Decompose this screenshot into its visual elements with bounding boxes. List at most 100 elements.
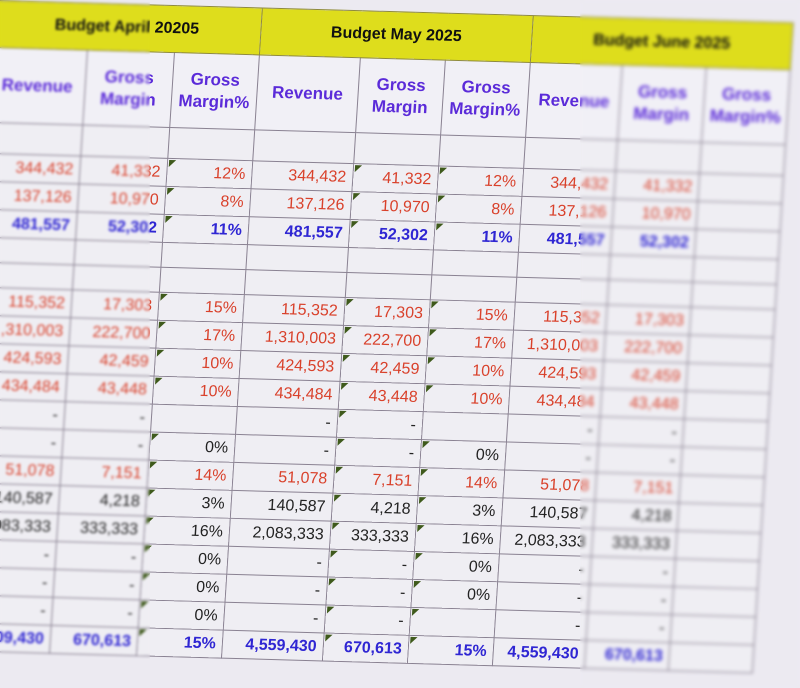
april-gross-margin-cell[interactable]: 333,333 bbox=[56, 513, 146, 544]
cell[interactable] bbox=[244, 269, 347, 298]
april-gross-margin-cell[interactable]: - bbox=[61, 429, 151, 461]
header-june-gross-margin[interactable]: Gross Margin bbox=[617, 65, 707, 143]
cell[interactable] bbox=[353, 132, 441, 166]
cell[interactable] bbox=[607, 279, 693, 308]
may-revenue-cell[interactable]: 115,352 bbox=[242, 294, 346, 326]
april-gross-margin-pct-cell[interactable]: 15% bbox=[136, 627, 224, 659]
cell[interactable] bbox=[0, 122, 83, 156]
may-gross-margin-cell[interactable]: 670,613 bbox=[322, 632, 410, 664]
june-revenue-cell[interactable]: 115,352 bbox=[513, 302, 608, 333]
cell[interactable] bbox=[515, 277, 609, 305]
june-revenue-cell[interactable]: 481,557 bbox=[518, 224, 612, 255]
june-gross-margin-pct-cell[interactable] bbox=[682, 418, 769, 450]
may-gross-margin-pct-cell[interactable]: 17% bbox=[426, 327, 514, 359]
june-gross-margin-cell[interactable]: - bbox=[589, 556, 676, 587]
budget-june-header[interactable]: Budget June 2025 bbox=[530, 15, 794, 70]
may-revenue-cell[interactable]: - bbox=[226, 546, 330, 578]
june-gross-margin-pct-cell[interactable] bbox=[696, 201, 782, 232]
april-gross-margin-pct-cell[interactable]: 0% bbox=[140, 571, 227, 603]
april-gross-margin-pct-cell[interactable]: 17% bbox=[155, 320, 243, 351]
april-gross-margin-pct-cell[interactable]: 0% bbox=[138, 599, 225, 631]
may-gross-margin-pct-cell[interactable] bbox=[409, 607, 496, 638]
cell[interactable] bbox=[0, 262, 74, 290]
cell[interactable] bbox=[699, 142, 786, 176]
april-gross-margin-cell[interactable]: - bbox=[54, 541, 144, 572]
may-revenue-cell[interactable]: 51,078 bbox=[231, 462, 335, 494]
june-gross-margin-cell[interactable]: 43,448 bbox=[600, 388, 686, 419]
june-gross-margin-cell[interactable]: 4,218 bbox=[592, 500, 679, 531]
may-gross-margin-pct-cell[interactable]: 15% bbox=[428, 299, 516, 331]
may-gross-margin-pct-cell[interactable]: 12% bbox=[436, 165, 524, 197]
june-gross-margin-pct-cell[interactable] bbox=[684, 390, 770, 422]
may-revenue-cell[interactable]: 434,484 bbox=[237, 378, 340, 410]
june-gross-margin-pct-cell[interactable] bbox=[694, 229, 781, 260]
cell[interactable] bbox=[692, 257, 779, 285]
june-revenue-cell[interactable]: 2,083,333 bbox=[499, 525, 593, 557]
april-revenue-cell[interactable]: 4,309,430 bbox=[0, 622, 52, 654]
april-gross-margin-cell[interactable]: 4,218 bbox=[58, 485, 148, 516]
april-gross-margin-pct-cell[interactable]: 12% bbox=[166, 158, 253, 189]
june-revenue-cell[interactable]: 424,593 bbox=[509, 358, 604, 389]
june-gross-margin-cell[interactable]: 222,700 bbox=[603, 332, 690, 364]
april-gross-margin-pct-cell[interactable]: 3% bbox=[145, 487, 232, 519]
april-revenue-cell[interactable]: 344,432 bbox=[0, 153, 81, 184]
may-gross-margin-pct-cell[interactable]: 15% bbox=[407, 635, 495, 666]
april-revenue-cell[interactable]: 140,587 bbox=[0, 482, 60, 514]
june-gross-margin-cell[interactable]: - bbox=[587, 584, 674, 615]
cell[interactable] bbox=[691, 282, 777, 310]
may-revenue-cell[interactable]: 4,559,430 bbox=[221, 630, 324, 661]
june-revenue-cell[interactable]: 51,078 bbox=[502, 469, 597, 501]
april-gross-margin-cell[interactable]: 41,332 bbox=[78, 155, 168, 187]
may-revenue-cell[interactable]: 344,432 bbox=[250, 160, 354, 192]
april-gross-margin-cell[interactable]: - bbox=[52, 569, 142, 600]
april-revenue-cell[interactable]: 434,484 bbox=[0, 371, 68, 402]
cell[interactable] bbox=[159, 267, 246, 295]
may-gross-margin-pct-cell[interactable]: 3% bbox=[416, 495, 503, 526]
april-gross-margin-cell[interactable]: 10,970 bbox=[77, 183, 167, 215]
june-gross-margin-cell[interactable]: 52,302 bbox=[610, 226, 697, 258]
june-gross-margin-pct-cell[interactable] bbox=[677, 502, 763, 534]
june-gross-margin-pct-cell[interactable] bbox=[673, 558, 760, 590]
may-gross-margin-cell[interactable]: 333,333 bbox=[329, 521, 417, 552]
june-gross-margin-cell[interactable]: 17,303 bbox=[605, 304, 692, 336]
april-gross-margin-cell[interactable]: - bbox=[51, 597, 141, 628]
header-june-gross-margin-pct[interactable]: Gross Margin% bbox=[701, 67, 791, 145]
header-april-gross-margin[interactable]: Gross Margin bbox=[82, 50, 175, 128]
cell[interactable] bbox=[245, 244, 349, 273]
april-gross-margin-cell[interactable]: 43,448 bbox=[65, 373, 155, 405]
cell[interactable] bbox=[615, 139, 702, 174]
june-gross-margin-cell[interactable]: 10,970 bbox=[611, 198, 698, 230]
may-revenue-cell[interactable]: - bbox=[235, 406, 339, 438]
may-gross-margin-cell[interactable]: 222,700 bbox=[341, 325, 429, 356]
may-gross-margin-cell[interactable]: - bbox=[327, 549, 415, 580]
april-gross-margin-pct-cell[interactable]: 0% bbox=[148, 432, 236, 463]
april-revenue-cell[interactable]: - bbox=[0, 594, 53, 626]
april-gross-margin-cell[interactable]: - bbox=[63, 401, 153, 433]
cell[interactable] bbox=[345, 272, 432, 300]
may-gross-margin-cell[interactable]: 17,303 bbox=[343, 297, 431, 328]
cell[interactable] bbox=[431, 249, 519, 278]
may-revenue-cell[interactable]: 140,587 bbox=[230, 490, 333, 522]
header-may-revenue[interactable]: Revenue bbox=[254, 54, 361, 133]
june-gross-margin-cell[interactable]: 333,333 bbox=[591, 528, 678, 559]
june-gross-margin-cell[interactable]: 670,613 bbox=[584, 640, 671, 671]
june-gross-margin-pct-cell[interactable] bbox=[675, 530, 762, 562]
april-revenue-cell[interactable]: 115,352 bbox=[0, 287, 73, 318]
april-revenue-cell[interactable]: 424,593 bbox=[0, 343, 69, 374]
may-gross-margin-cell[interactable]: - bbox=[325, 577, 413, 608]
june-gross-margin-pct-cell[interactable] bbox=[668, 642, 755, 673]
june-gross-margin-pct-cell[interactable] bbox=[671, 586, 758, 618]
june-revenue-cell[interactable]: 4,559,430 bbox=[492, 637, 586, 669]
june-gross-margin-pct-cell[interactable] bbox=[678, 474, 765, 506]
april-revenue-cell[interactable]: - bbox=[0, 426, 64, 458]
may-gross-margin-cell[interactable]: - bbox=[336, 409, 424, 440]
april-gross-margin-cell[interactable]: 42,459 bbox=[67, 345, 156, 377]
cell[interactable] bbox=[80, 125, 170, 159]
may-gross-margin-cell[interactable]: 10,970 bbox=[350, 191, 437, 222]
may-gross-margin-pct-cell[interactable]: 0% bbox=[419, 439, 507, 470]
may-revenue-cell[interactable]: - bbox=[223, 602, 326, 633]
may-revenue-cell[interactable]: 1,310,003 bbox=[240, 322, 344, 354]
april-gross-margin-pct-cell[interactable]: 8% bbox=[164, 186, 251, 217]
may-gross-margin-cell[interactable]: - bbox=[334, 437, 422, 468]
may-gross-margin-cell[interactable]: 43,448 bbox=[338, 381, 425, 412]
